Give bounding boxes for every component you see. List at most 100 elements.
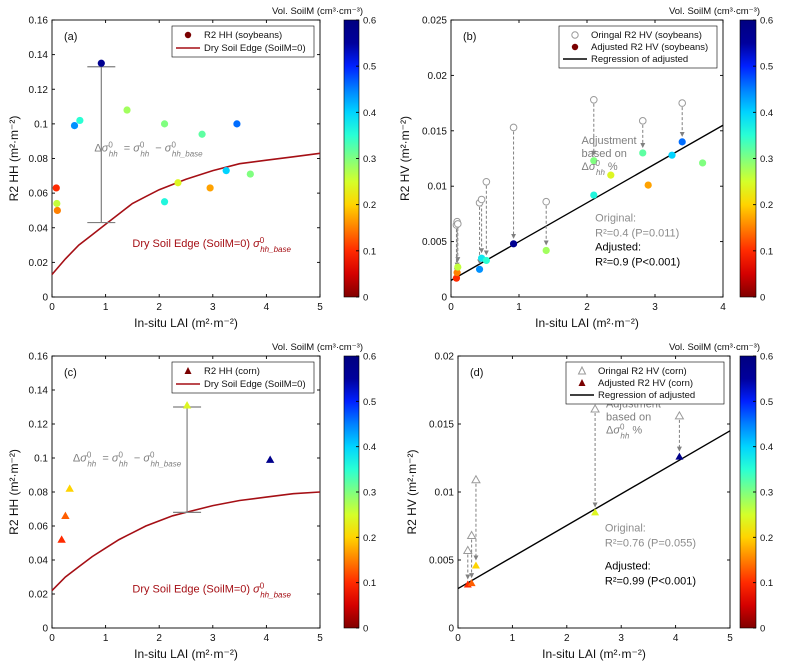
y-tick-label: 0.005: [422, 237, 447, 248]
colorbar-tick-label: 0: [363, 624, 368, 635]
delta-equation-lhs-sigma: σ: [80, 452, 87, 464]
dry-soil-edge-symbol-sub: hh_base: [260, 244, 291, 253]
y-tick-label: 0: [448, 624, 454, 635]
adjusted-stats: R²=0.99 (P<0.001): [605, 576, 696, 588]
adjusted-stats: Adjusted:: [605, 561, 651, 573]
y-tick-label: 0.005: [429, 556, 454, 567]
original-point: [477, 195, 486, 204]
y-tick-label: 0.01: [428, 182, 448, 193]
y-tick-label: 0.14: [29, 50, 49, 61]
y-tick-label: 0.015: [422, 126, 447, 137]
adjusted-point: [675, 452, 684, 460]
x-axis-title: In-situ LAI (m²·m⁻²): [542, 647, 646, 661]
adjustment-note: based on: [582, 148, 627, 160]
x-tick-label: 4: [673, 633, 679, 644]
delta-equation-term1-sup: 0: [140, 140, 145, 149]
delta-equation-term2-sup: 0: [150, 450, 155, 459]
x-tick-label: 5: [727, 633, 733, 644]
delta-equation-term1-sigma: σ: [133, 143, 140, 155]
legend-entry: Adjusted R2 HV (soybeans): [591, 42, 708, 53]
legend-entry: Dry Soil Edge (SoilM=0): [204, 379, 306, 390]
y-tick-label: 0.08: [29, 488, 49, 499]
adjustment-note: Δσ0 hh%: [606, 422, 642, 440]
panel-label: (d): [470, 367, 483, 379]
y-tick-label: 0.12: [29, 420, 49, 431]
x-tick-label: 2: [584, 302, 590, 313]
panel-a: 0 1 2 3 4 5 0 0.02 0.04 0.06 0.08 0.1 0.12 0.14 0.16 In…: [7, 6, 376, 330]
delta-equation-minus: −: [152, 143, 165, 155]
adjusted-point: [453, 269, 461, 277]
delta-equation-lhs-sup: 0: [87, 450, 92, 459]
adjustment-note: Adjustment: [582, 135, 637, 147]
colorbar-tick-label: 0.4: [760, 442, 773, 453]
panel-label: (c): [64, 367, 77, 379]
colorbar-title: Vol. SoilM (cm³·cm⁻³): [272, 6, 363, 17]
colorbar-tick-label: 0.3: [363, 488, 376, 499]
legend-marker-adjusted: [578, 379, 586, 386]
adjustment-note-sigma-sub: hh: [596, 168, 605, 177]
y-tick-label: 0.06: [29, 522, 49, 533]
delta-equation-lhs-sub: hh: [87, 459, 96, 468]
colorbar-tick-label: 0.5: [363, 397, 376, 408]
x-tick-label: 1: [103, 302, 109, 313]
y-tick-label: 0.14: [29, 386, 49, 397]
data-point: [65, 484, 74, 492]
y-tick-label: 0.02: [428, 71, 448, 82]
x-axis-title: In-situ LAI (m²·m⁻²): [134, 647, 238, 661]
colorbar-tick-label: 0.1: [760, 578, 773, 589]
data-point: [233, 120, 241, 128]
original-stats: Original:: [595, 213, 636, 225]
original-stats: R²=0.76 (P=0.055): [605, 537, 696, 549]
data-point: [97, 59, 105, 67]
colorbar-tick-label: 0.2: [363, 200, 376, 211]
adjusted-point: [509, 240, 518, 248]
dry-soil-edge-symbol-sub: hh_base: [260, 590, 291, 599]
original-point: [454, 220, 462, 228]
panel-c: 0 1 2 3 4 5 0 0.02 0.04 0.06 0.08 0.1 0.12 0.14 0.16 In…: [7, 342, 376, 661]
delta-equation-delta: Δ: [73, 452, 81, 464]
legend-entry: Regression of adjusted: [591, 54, 688, 65]
original-stats: R²=0.4 (P=0.011): [595, 228, 679, 240]
legend: Oringal R2 HV (corn)Adjusted R2 HV (corn…: [565, 361, 725, 405]
y-tick-label: 0.08: [29, 154, 49, 165]
colorbar-tick-label: 0.2: [760, 200, 773, 211]
colorbar-tick-label: 0.5: [760, 62, 773, 73]
delta-equation-lhs-sub: hh: [109, 149, 118, 158]
delta-equation-term1-sub: hh: [140, 149, 149, 158]
y-tick-label: 0.04: [29, 556, 49, 567]
x-tick-label: 2: [156, 302, 162, 313]
x-tick-label: 0: [49, 302, 55, 313]
data-point: [123, 106, 131, 114]
legend-marker-adjusted: [571, 43, 579, 51]
y-tick-label: 0.02: [435, 352, 455, 363]
delta-equation-term1-sigma: σ: [112, 452, 119, 464]
data-point: [206, 184, 214, 192]
x-tick-label: 3: [618, 633, 624, 644]
adjusted-point: [482, 256, 490, 265]
x-tick-label: 3: [210, 302, 216, 313]
legend-entry: Regression of adjusted: [598, 390, 695, 401]
legend-marker: [184, 367, 192, 374]
x-tick-label: 3: [210, 633, 216, 644]
adjustment-note-delta: Δ: [606, 425, 614, 437]
y-tick-label: 0: [42, 293, 48, 304]
data-point: [198, 130, 206, 138]
colorbar-title: Vol. SoilM (cm³·cm⁻³): [669, 6, 760, 17]
x-tick-label: 4: [720, 302, 726, 313]
delta-equation-lhs-sup: 0: [108, 140, 113, 149]
y-axis-title: R2 HV (m²·m⁻²): [398, 116, 412, 201]
adjustment-note-percent: %: [608, 161, 618, 173]
original-point: [509, 123, 518, 132]
legend-marker-original: [571, 31, 579, 39]
legend: R2 HH (soybeans) Dry Soil Edge (SoilM=0): [171, 25, 315, 58]
y-axis-title: R2 HV (m²·m⁻²): [405, 450, 419, 535]
dry-soil-edge-line: [51, 491, 321, 592]
legend: Oringal R2 HV (soybeans)Adjusted R2 HV (…: [558, 25, 718, 69]
colorbar-title: Vol. SoilM (cm³·cm⁻³): [669, 342, 760, 353]
x-axis-title: In-situ LAI (m²·m⁻²): [134, 316, 238, 330]
original-point: [466, 530, 477, 540]
y-axis-title: R2 HH (m²·m⁻²): [7, 449, 21, 535]
data-point: [70, 122, 79, 130]
y-tick-label: 0.04: [29, 223, 49, 234]
